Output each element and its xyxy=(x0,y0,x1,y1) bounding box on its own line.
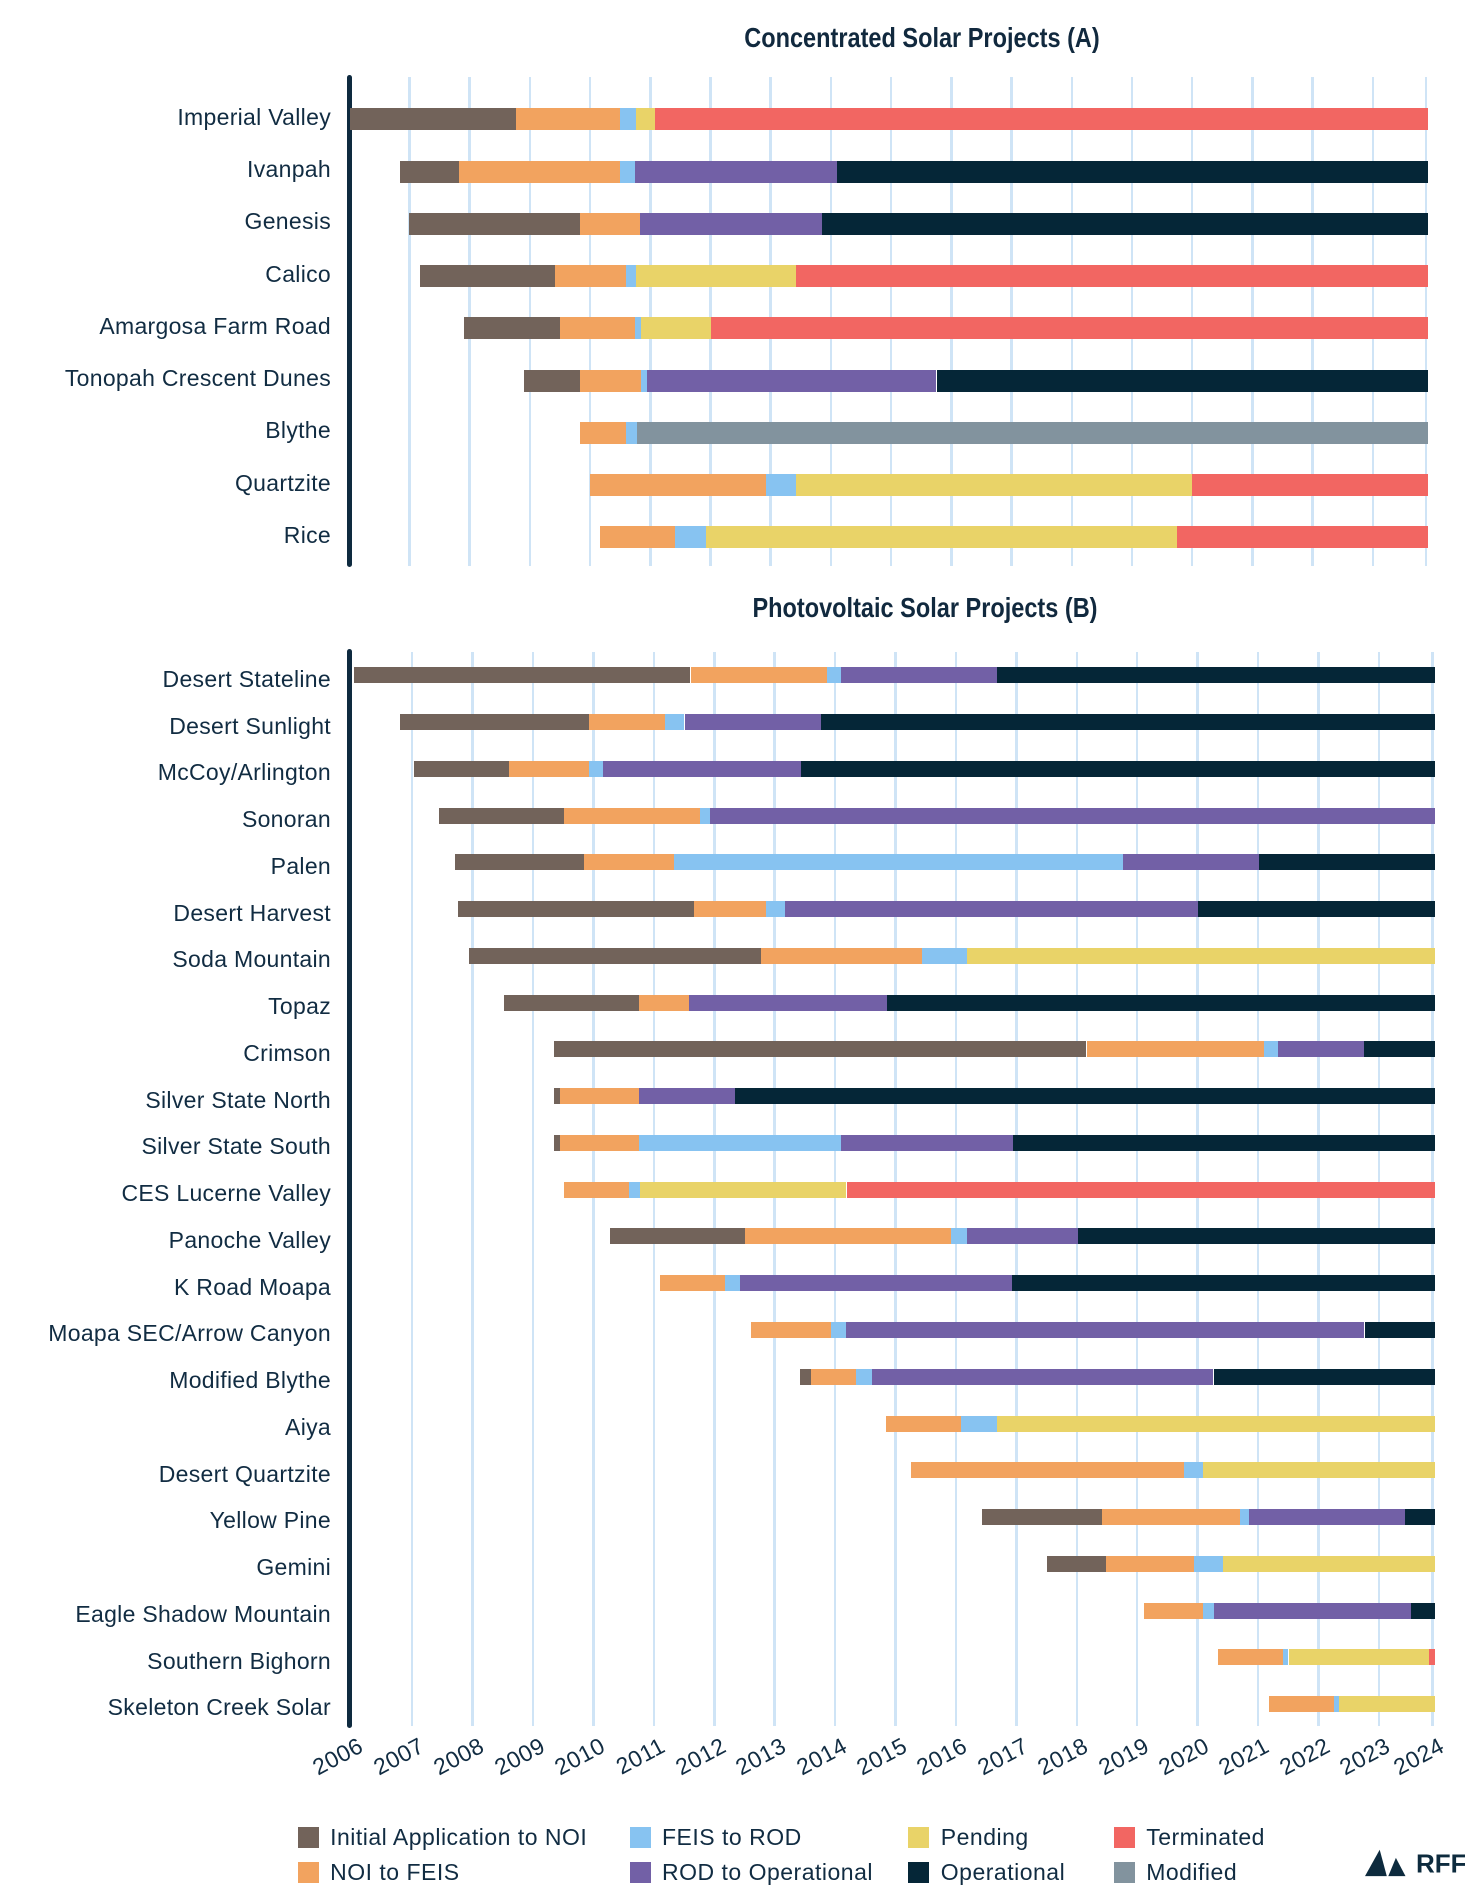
svg-text:RFF: RFF xyxy=(1416,1849,1465,1879)
